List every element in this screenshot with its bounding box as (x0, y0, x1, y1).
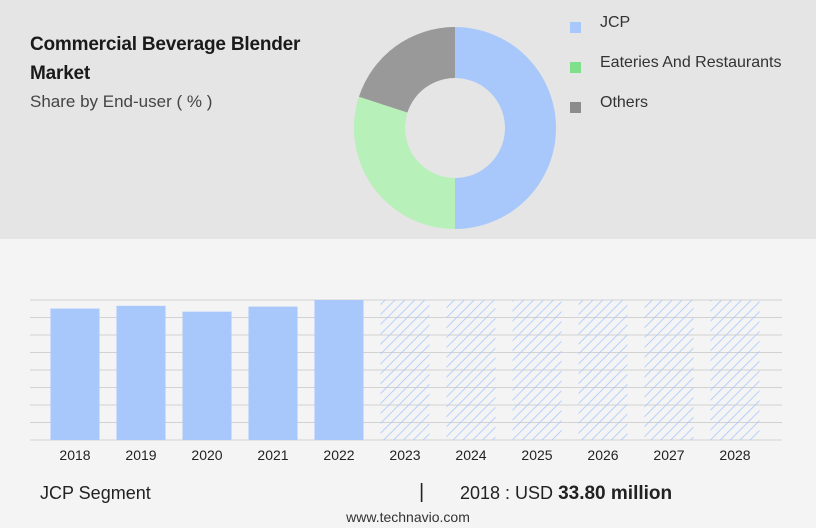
x-tick-label: 2025 (521, 447, 552, 463)
x-tick-label: 2020 (191, 447, 222, 463)
footer-divider: | (419, 481, 425, 503)
legend-swatch-others (570, 102, 581, 113)
segment-value: 2018 : USD 33.80 million (460, 483, 672, 505)
legend-swatch-jcp (570, 22, 581, 33)
value-prefix: 2018 : USD (460, 483, 554, 503)
x-tick-label: 2026 (587, 447, 618, 463)
bar-2019 (116, 305, 166, 440)
legend-label: Eateries And Restaurants (600, 54, 782, 71)
bar-2018 (50, 308, 100, 440)
value-amount: 33.80 million (558, 483, 673, 504)
donut-slice-eateries-and-restaurants (354, 96, 455, 230)
donut-chart (354, 27, 556, 230)
forecast-bar-2028 (710, 300, 760, 440)
bar-2020 (182, 311, 232, 440)
x-tick-label: 2019 (125, 447, 156, 463)
bar-2022 (314, 300, 364, 440)
legend-swatch-eateries (570, 62, 581, 73)
forecast-bar-2024 (446, 300, 496, 440)
chart-subtitle: Share by End-user ( % ) (30, 92, 213, 111)
x-tick-label: 2024 (455, 447, 486, 463)
x-tick-label: 2027 (653, 447, 684, 463)
forecast-bar-2025 (512, 300, 562, 440)
source-link[interactable]: www.technavio.com (346, 509, 470, 525)
forecast-bar-2023 (380, 300, 430, 440)
bar-2021 (248, 306, 298, 440)
bar-chart: 2018 2019 2020 2021 2022 2023 2024 2025 2026 2027… (30, 299, 782, 463)
x-tick-label: 2028 (719, 447, 750, 463)
forecast-bar-2026 (578, 300, 628, 440)
x-tick-label: 2023 (389, 447, 420, 463)
donut-slice-others (358, 27, 455, 113)
x-tick-label: 2021 (257, 447, 288, 463)
forecast-bar-2027 (644, 300, 694, 440)
chart-title: Commercial Beverage Blender Market (30, 34, 301, 84)
x-tick-label: 2022 (323, 447, 354, 463)
legend-label: JCP (600, 14, 631, 31)
x-tick-label: 2018 (59, 447, 90, 463)
legend-label: Others (600, 94, 649, 111)
donut-slice-jcp (455, 27, 556, 229)
segment-label: JCP Segment (40, 483, 151, 503)
